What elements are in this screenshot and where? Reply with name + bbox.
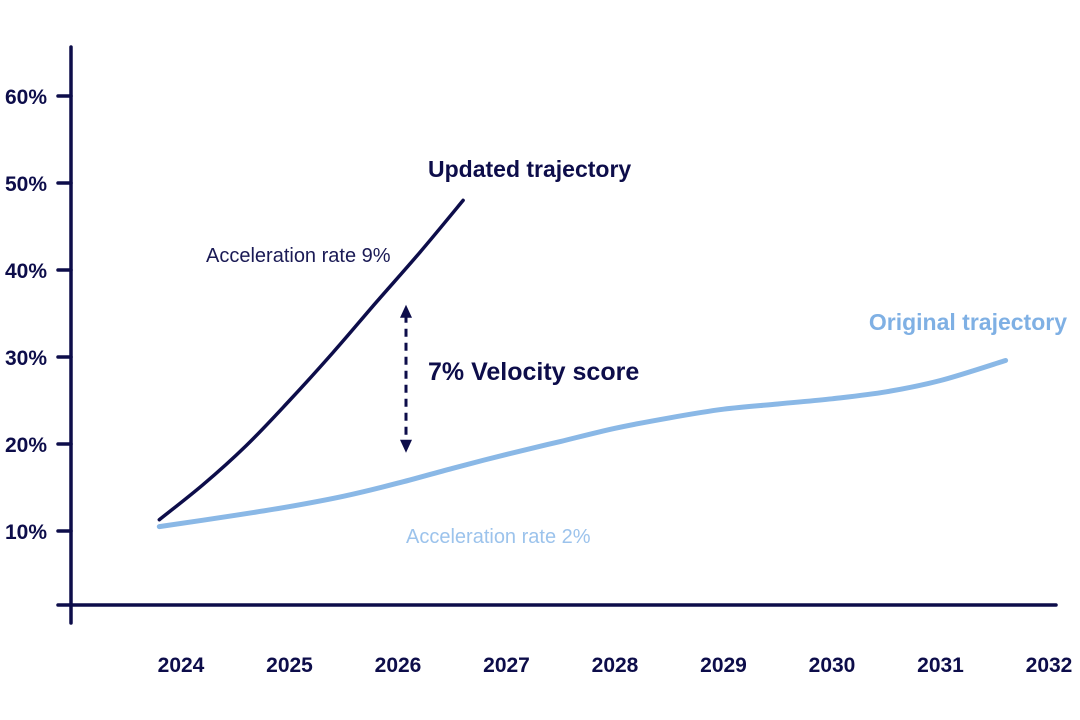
x-ticks: 2024 2025 2026 2027 2028 2029 2030 2031 2032 xyxy=(158,654,1073,677)
y-tick-label: 20% xyxy=(5,434,47,457)
x-tick-label: 2032 xyxy=(1026,654,1073,677)
velocity-score-label: 7% Velocity score xyxy=(428,358,639,386)
y-tick-label: 30% xyxy=(5,347,47,370)
updated-trajectory-label: Updated trajectory xyxy=(428,156,631,182)
x-tick-label: 2031 xyxy=(917,654,964,677)
updated-acceleration-rate-label: Acceleration rate 9% xyxy=(206,245,391,267)
updated-trajectory-line xyxy=(157,198,465,522)
y-tick-label: 60% xyxy=(5,86,47,109)
arrow-up-icon xyxy=(400,304,412,318)
x-tick-label: 2029 xyxy=(700,654,747,677)
x-tick-label: 2024 xyxy=(158,654,205,677)
y-ticks: 10% 20% 30% 40% 50% 60% xyxy=(5,86,73,544)
x-tick-label: 2026 xyxy=(375,654,422,677)
arrow-down-icon xyxy=(400,439,412,453)
y-tick-label: 40% xyxy=(5,260,47,283)
x-tick-label: 2027 xyxy=(483,654,530,677)
original-acceleration-rate-label: Acceleration rate 2% xyxy=(406,526,591,548)
original-trajectory-line xyxy=(156,358,1009,530)
y-tick-label: 50% xyxy=(5,173,47,196)
velocity-arrow xyxy=(400,304,412,453)
x-tick-label: 2030 xyxy=(809,654,856,677)
x-tick-label: 2028 xyxy=(592,654,639,677)
y-tick-label: 10% xyxy=(5,521,47,544)
axes xyxy=(56,45,1058,625)
original-trajectory-label: Original trajectory xyxy=(869,309,1067,335)
x-tick-label: 2025 xyxy=(266,654,313,677)
